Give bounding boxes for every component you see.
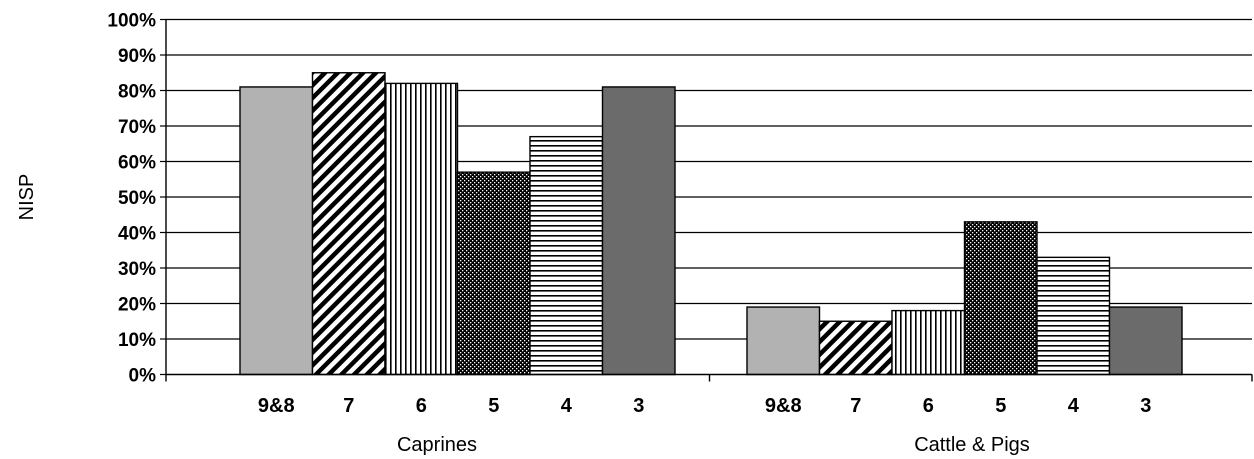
bar: [891, 309, 966, 376]
group-label: Cattle & Pigs: [914, 434, 1030, 456]
x-tick-label: 6: [923, 395, 934, 417]
x-tick-label: 3: [633, 395, 644, 417]
y-tick-label: 100%: [107, 11, 156, 32]
y-axis-ticks: 0% 10% 20% 30% 40% 50% 60% 70% 80% 90% 100%: [107, 11, 156, 387]
x-tick-label: 5: [488, 395, 499, 417]
group-label: Caprines: [397, 434, 477, 456]
y-tick-label: 90%: [118, 46, 156, 67]
x-tick-label: 4: [561, 395, 573, 417]
y-tick-label: 50%: [118, 188, 156, 209]
x-tick-label: 5: [995, 395, 1006, 417]
bar: [601, 86, 676, 376]
y-tick-label: 30%: [118, 259, 156, 280]
x-tick-label: 7: [850, 395, 861, 417]
x-tick-label: 4: [1068, 395, 1080, 417]
bar: [529, 135, 604, 376]
y-tick-label: 60%: [118, 153, 156, 174]
bar: [311, 72, 386, 376]
x-tick-label: 9&8: [765, 395, 802, 417]
y-tick-label: 70%: [118, 117, 156, 138]
y-tick-label: 40%: [118, 224, 156, 245]
x-tick-label: 9&8: [258, 395, 295, 417]
y-axis-label: NISP: [16, 174, 38, 221]
x-tick-label: 3: [1140, 395, 1151, 417]
bar: [456, 171, 531, 376]
y-tick-label: 20%: [118, 295, 156, 316]
axes: [160, 18, 1253, 382]
bar: [1036, 256, 1111, 376]
bar: [1108, 306, 1183, 376]
x-tick-label: 6: [416, 395, 427, 417]
y-tick-label: 10%: [118, 330, 156, 351]
bar: [963, 221, 1038, 376]
x-tick-label: 7: [343, 395, 354, 417]
x-axis-ticks: 9&8 7 6 5 4 3 9&8 7 6 5 4 3: [258, 395, 1151, 417]
bar: [239, 86, 314, 376]
bar: [746, 306, 821, 376]
bars: [239, 72, 1183, 376]
y-tick-label: 80%: [118, 82, 156, 103]
bar: [384, 82, 459, 376]
group-labels: Caprines Cattle & Pigs: [397, 434, 1030, 456]
bar: [818, 320, 893, 376]
y-tick-label: 0%: [129, 366, 157, 387]
